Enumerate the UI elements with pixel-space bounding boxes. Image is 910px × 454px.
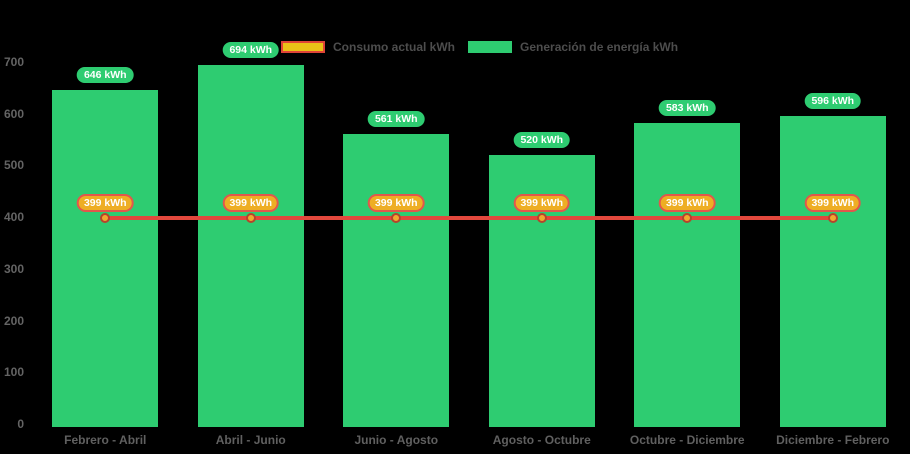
consumption-value-badge: 399 kWh <box>76 193 134 212</box>
consumption-point[interactable] <box>245 212 256 223</box>
x-axis-category-label: Octubre - Diciembre <box>629 433 745 447</box>
consumption-point[interactable] <box>682 212 693 223</box>
legend-label-generation: Generación de energía kWh <box>520 40 679 54</box>
consumption-value-badge: 399 kWh <box>222 193 280 212</box>
consumption-legend-swatch-icon <box>281 41 325 53</box>
generation-value-badge: 646 kWh <box>76 66 134 83</box>
generation-value-badge: 694 kWh <box>222 42 280 59</box>
consumption-value-badge: 399 kWh <box>513 193 571 212</box>
consumption-point[interactable] <box>100 212 111 223</box>
consumption-point[interactable] <box>827 212 838 223</box>
legend-item-generation[interactable]: Generación de energía kWh <box>468 40 678 54</box>
consumption-point[interactable] <box>391 212 402 223</box>
x-axis-category-label: Junio - Agosto <box>354 433 439 447</box>
legend-label-consumption: Consumo actual kWh <box>333 40 456 54</box>
consumption-value-badge: 399 kWh <box>367 193 425 212</box>
y-axis-tick-label: 100 <box>3 365 24 380</box>
generation-bar[interactable] <box>52 89 159 427</box>
legend-item-consumption[interactable]: Consumo actual kWh <box>281 40 455 54</box>
y-axis-tick-label: 700 <box>3 55 24 69</box>
generation-bar[interactable] <box>343 133 450 427</box>
x-axis-category-label: Diciembre - Febrero <box>776 433 890 447</box>
generation-value-badge: 583 kWh <box>658 99 716 116</box>
y-axis-tick-label: 300 <box>3 261 24 276</box>
generation-value-badge: 561 kWh <box>367 110 425 127</box>
generation-value-badge: 596 kWh <box>804 92 862 109</box>
generation-bar[interactable] <box>779 115 886 427</box>
y-axis-tick-label: 0 <box>17 417 24 431</box>
x-axis-category-label: Febrero - Abril <box>64 433 147 447</box>
x-axis-category-label: Abril - Junio <box>215 433 286 447</box>
y-axis-tick-label: 600 <box>3 106 24 121</box>
y-axis-tick-label: 200 <box>3 313 24 328</box>
chart-legend: Consumo actual kWh Generación de energía… <box>281 40 678 54</box>
generation-bar[interactable] <box>197 65 304 427</box>
y-axis-tick-label: 500 <box>3 158 24 173</box>
generation-value-badge: 520 kWh <box>513 132 571 149</box>
x-axis-category-label: Agosto - Octubre <box>492 433 591 447</box>
generation-legend-swatch-icon <box>468 41 513 53</box>
consumption-point[interactable] <box>536 212 547 223</box>
consumption-value-badge: 399 kWh <box>658 193 716 212</box>
consumption-value-badge: 399 kWh <box>804 193 862 212</box>
y-axis-tick-label: 400 <box>3 210 24 225</box>
generation-bar[interactable] <box>634 122 741 427</box>
consumption-line <box>105 215 833 220</box>
